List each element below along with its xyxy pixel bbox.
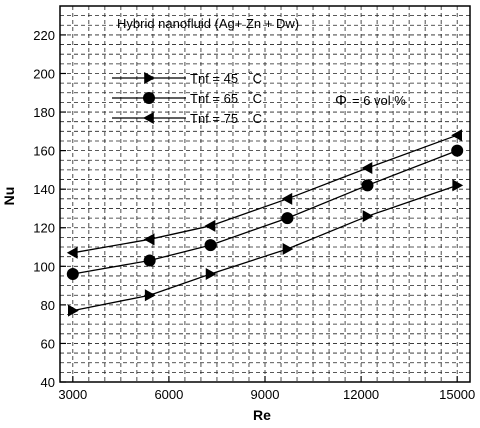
series-layer xyxy=(66,129,464,317)
series-1 xyxy=(66,144,464,281)
legend-unit: °C xyxy=(249,70,262,86)
data-point xyxy=(361,161,373,174)
y-tick-label: 180 xyxy=(33,105,55,120)
data-point xyxy=(144,289,156,302)
y-axis-label: Nu xyxy=(1,187,17,206)
series-2 xyxy=(66,129,462,259)
y-tick-label: 220 xyxy=(33,28,55,43)
legend-unit: °C xyxy=(249,110,262,126)
y-tick-label: 160 xyxy=(33,144,55,159)
data-point xyxy=(204,239,217,252)
y-tick-label: 40 xyxy=(41,375,55,390)
x-ticks: 3000 6000 9000 12000 15000 xyxy=(58,376,475,402)
y-tick-label: 100 xyxy=(33,259,55,274)
data-point xyxy=(68,304,79,317)
data-point xyxy=(281,212,294,225)
data-point xyxy=(452,179,464,192)
series-line xyxy=(72,150,458,275)
data-point xyxy=(282,242,294,255)
legend-label: Tnf = 75 xyxy=(190,111,238,126)
x-axis-label: Re xyxy=(253,407,271,423)
data-point xyxy=(281,192,293,205)
x-tick-label: 12000 xyxy=(343,387,379,402)
y-ticks: 40 60 80 100 120 140 160 180 200 220 xyxy=(33,28,66,390)
data-point xyxy=(362,210,374,223)
grid xyxy=(60,5,470,383)
legend-marker xyxy=(143,112,154,124)
annotation-text: Hybrid nanofluid (Ag+ Zn + Dw) xyxy=(117,16,299,31)
x-tick-label: 9000 xyxy=(251,387,280,402)
y-tick-label: 140 xyxy=(33,182,55,197)
series-line xyxy=(72,184,458,312)
data-point xyxy=(451,129,462,142)
y-tick-label: 200 xyxy=(33,66,55,81)
series-0 xyxy=(68,179,464,317)
y-tick-label: 60 xyxy=(41,336,55,351)
x-tick-label: 15000 xyxy=(439,387,475,402)
legend-label: Tnf = 45 xyxy=(190,71,238,86)
legend-marker xyxy=(144,72,155,84)
phi-symbol: Φ xyxy=(335,92,347,109)
y-tick-label: 120 xyxy=(33,221,55,236)
data-point xyxy=(143,233,155,246)
data-point xyxy=(143,254,156,267)
data-point xyxy=(451,144,464,157)
data-point xyxy=(205,268,217,281)
data-point xyxy=(66,268,79,281)
legend: Tnf = 45 °C Tnf = 65 °C Tnf = 75 °C xyxy=(112,70,262,126)
legend-label: Tnf = 65 xyxy=(190,91,238,106)
data-point xyxy=(204,219,216,232)
y-tick-label: 80 xyxy=(41,298,55,313)
legend-marker xyxy=(143,92,155,104)
data-point xyxy=(66,246,78,259)
legend-unit: °C xyxy=(249,90,262,106)
x-tick-label: 6000 xyxy=(154,387,183,402)
series-line xyxy=(72,134,458,254)
data-point xyxy=(361,179,374,192)
phi-value: = 6 vol % xyxy=(352,93,406,108)
x-tick-label: 3000 xyxy=(58,387,87,402)
